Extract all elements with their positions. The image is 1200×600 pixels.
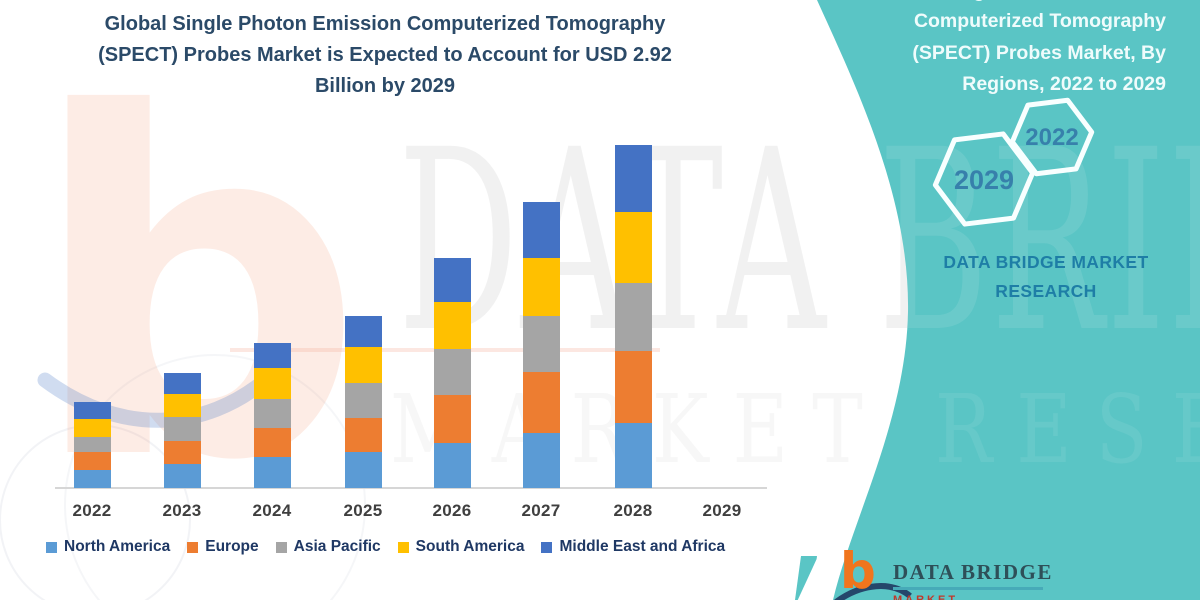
legend-label: North America xyxy=(64,538,171,555)
stacked-bar-2027 xyxy=(523,202,560,488)
hexagon-2029-outline xyxy=(932,131,1036,227)
bar-segment-south-america xyxy=(164,394,201,417)
bar-segment-south-america xyxy=(74,419,111,437)
stacked-bar-2022 xyxy=(74,402,111,488)
bar-segment-asia-pacific xyxy=(254,399,291,428)
bar-segment-europe xyxy=(523,372,560,433)
legend-label: Europe xyxy=(205,538,259,555)
stacked-bar-2025 xyxy=(345,316,382,488)
bar-segment-south-america xyxy=(345,347,382,383)
bar-segment-middle-east-and-africa xyxy=(74,402,111,419)
bar-segment-europe xyxy=(434,395,471,443)
legend-label: South America xyxy=(415,538,525,555)
bar-segment-middle-east-and-africa xyxy=(615,145,652,212)
logo-underline xyxy=(893,587,1043,590)
chart-title: Global Single Photon Emission Computeriz… xyxy=(78,9,692,102)
x-axis-label-2024: 2024 xyxy=(252,501,292,520)
bar-segment-north-america xyxy=(74,470,111,488)
stacked-bar-2023 xyxy=(164,373,201,488)
panel-watermark-text: DATA BRIDGE xyxy=(398,96,1200,387)
bar-segment-europe xyxy=(345,418,382,452)
bar-segment-europe xyxy=(74,452,111,470)
bar-segment-asia-pacific xyxy=(434,349,471,395)
chart-title-line: (SPECT) Probes Market is Expected to Acc… xyxy=(98,44,672,66)
legend-label: Middle East and Africa xyxy=(559,538,726,555)
bar-segment-south-america xyxy=(615,212,652,283)
legend-item-north-america: North America xyxy=(46,538,170,556)
legend-swatch-icon xyxy=(397,541,409,553)
bar-segment-asia-pacific xyxy=(74,437,111,452)
stacked-bar-2026 xyxy=(434,258,471,488)
chart-legend: North America Europe Asia Pacific South Ame… xyxy=(46,538,742,556)
bar-segment-north-america xyxy=(434,443,471,488)
legend-label: Asia Pacific xyxy=(293,538,381,555)
x-axis-label-2026: 2026 xyxy=(432,501,472,520)
bar-segment-north-america xyxy=(523,433,560,488)
legend-item-middle-east-and-africa: Middle East and Africa xyxy=(541,538,725,556)
hexagon-2022-outline xyxy=(1009,97,1095,177)
chart-title-line: Global Single Photon Emission Computeriz… xyxy=(104,13,666,35)
watermark-swoosh xyxy=(37,370,276,428)
logo-brand-text: DATA BRIDGE xyxy=(893,560,1053,584)
x-axis-label-2022: 2022 xyxy=(72,501,112,520)
bar-segment-asia-pacific xyxy=(164,417,201,441)
bar-segment-north-america xyxy=(615,423,652,488)
bar-segment-middle-east-and-africa xyxy=(523,202,560,258)
bar-segment-south-america xyxy=(434,302,471,349)
bar-segment-north-america xyxy=(254,457,291,488)
white-diagonal-stripe xyxy=(797,523,852,600)
logo-sub-brand-clipped: MARKET RESEARCH xyxy=(893,594,959,600)
legend-swatch-icon xyxy=(541,541,553,553)
bar-segment-europe xyxy=(615,351,652,423)
x-axis-label-2028: 2028 xyxy=(613,501,653,520)
legend-item-europe: Europe xyxy=(187,538,259,556)
legend-item-asia-pacific: Asia Pacific xyxy=(275,538,381,556)
bar-segment-europe xyxy=(164,441,201,464)
stacked-bar-2024 xyxy=(254,343,291,488)
x-axis-label-2025: 2025 xyxy=(343,501,383,520)
watermark-circle xyxy=(64,354,366,600)
legend-swatch-icon xyxy=(275,541,287,553)
bar-segment-middle-east-and-africa xyxy=(164,373,201,394)
bar-segment-middle-east-and-africa xyxy=(345,316,382,347)
bar-segment-south-america xyxy=(254,368,291,399)
legend-swatch-icon xyxy=(46,541,57,553)
x-axis-label-2023: 2023 xyxy=(162,501,202,520)
bar-segment-middle-east-and-africa xyxy=(254,343,291,368)
logo-b-icon: b xyxy=(840,542,876,600)
bar-segment-middle-east-and-africa xyxy=(434,258,471,302)
stacked-bar-2028 xyxy=(615,145,652,488)
bar-segment-asia-pacific xyxy=(615,283,652,351)
footer-logo-swoosh xyxy=(834,583,912,600)
chart-title-line: Billion by 2029 xyxy=(314,75,456,97)
bar-segment-asia-pacific xyxy=(345,383,382,418)
panel-watermark-text: MARKET RESEARCH xyxy=(390,375,1200,485)
teal-panel-shape xyxy=(817,0,1200,600)
legend-swatch-icon xyxy=(187,541,199,553)
bar-segment-north-america xyxy=(164,464,201,488)
bar-segment-north-america xyxy=(345,452,382,488)
bar-segment-asia-pacific xyxy=(523,316,560,372)
x-axis-label-2027: 2027 xyxy=(521,501,561,520)
x-axis-line xyxy=(55,487,767,489)
bar-segment-europe xyxy=(254,428,291,457)
legend-item-south-america: South America xyxy=(397,538,525,556)
x-axis-label-2029: 2029 xyxy=(702,501,742,520)
bar-segment-south-america xyxy=(523,258,560,316)
